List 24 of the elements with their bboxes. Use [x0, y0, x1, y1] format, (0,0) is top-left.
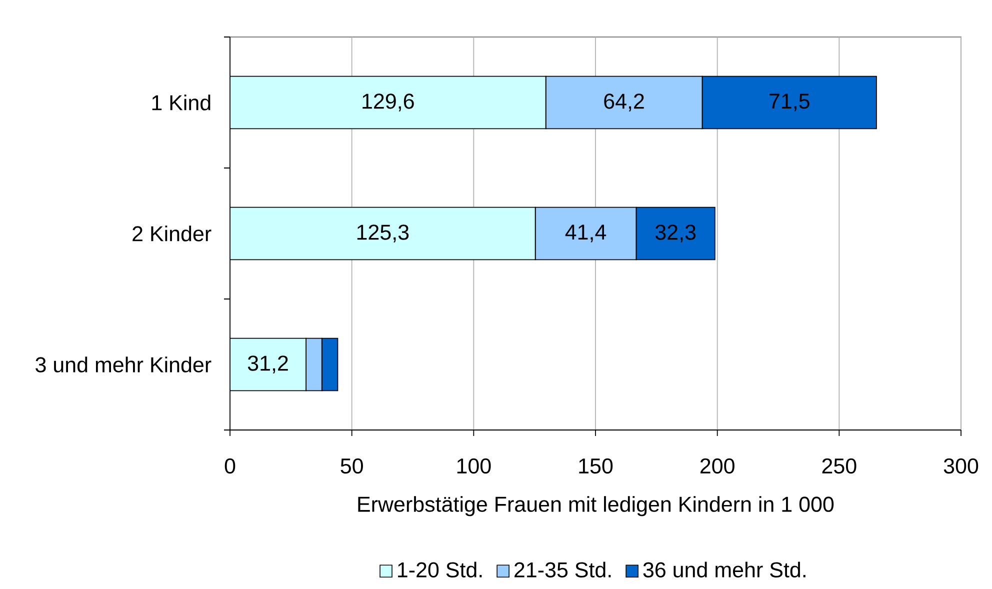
data-label: 71,5 — [770, 94, 810, 112]
data-label: 129,6 — [362, 94, 414, 112]
x-tick-label: 150 — [579, 458, 613, 474]
data-label: 64,2 — [604, 94, 644, 112]
x-tick-label: 100 — [457, 458, 491, 474]
legend-label: 1-20 Std. — [398, 562, 482, 578]
x-tick-label: 0 — [224, 458, 236, 474]
data-label: 32,3 — [655, 224, 696, 242]
x-axis-title: Erwerbstätige Frauen mit ledigen Kindern in 1 000 — [358, 496, 834, 516]
x-tick-label: 250 — [822, 458, 856, 474]
bar — [230, 338, 306, 392]
x-tick-label: 50 — [340, 458, 363, 474]
data-label: 125,3 — [357, 224, 409, 242]
y-tick-label: 2 Kinder — [132, 226, 212, 242]
legend-label: 36 und mehr Std. — [643, 562, 806, 578]
y-tick-label: 1 Kind — [152, 94, 210, 110]
bar — [230, 206, 536, 260]
data-label: 41,4 — [565, 224, 606, 242]
bar — [230, 76, 546, 130]
y-tick-label: 3 und mehr Kinder — [36, 356, 212, 372]
data-label: 31,2 — [248, 356, 288, 374]
legend-label: 21-35 Std. — [514, 562, 611, 578]
x-tick-label: 200 — [700, 458, 734, 474]
x-tick-label: 300 — [944, 458, 978, 474]
